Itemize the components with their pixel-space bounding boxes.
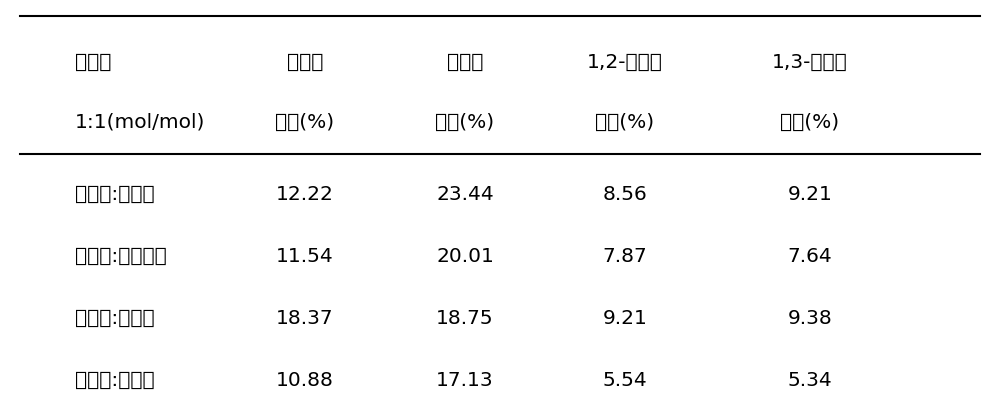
Text: 十一醇:十五醇: 十一醇:十五醇 [75, 370, 155, 390]
Text: 12.22: 12.22 [276, 184, 334, 204]
Text: 1,3-丙二醇: 1,3-丙二醇 [772, 52, 848, 72]
Text: 23.44: 23.44 [436, 184, 494, 204]
Text: 9.21: 9.21 [788, 184, 832, 204]
Text: 11.54: 11.54 [276, 246, 334, 266]
Text: 收率(%): 收率(%) [780, 112, 840, 132]
Text: 1,2-丙二醇: 1,2-丙二醇 [587, 52, 663, 72]
Text: 5.54: 5.54 [603, 370, 647, 390]
Text: 9.21: 9.21 [603, 308, 647, 328]
Text: 1:1(mol/mol): 1:1(mol/mol) [75, 112, 205, 132]
Text: 7.87: 7.87 [603, 246, 647, 266]
Text: 20.01: 20.01 [436, 246, 494, 266]
Text: 异丙醇: 异丙醇 [447, 52, 483, 72]
Text: 收率(%): 收率(%) [435, 112, 495, 132]
Text: 十一醇:十二醇: 十一醇:十二醇 [75, 184, 155, 204]
Text: 7.64: 7.64 [788, 246, 832, 266]
Text: 9.38: 9.38 [788, 308, 832, 328]
Text: 萃取剂: 萃取剂 [75, 52, 111, 72]
Text: 17.13: 17.13 [436, 370, 494, 390]
Text: 十一醇:异十三醇: 十一醇:异十三醇 [75, 246, 167, 266]
Text: 收率(%): 收率(%) [595, 112, 655, 132]
Text: 5.34: 5.34 [788, 370, 832, 390]
Text: 8.56: 8.56 [603, 184, 647, 204]
Text: 十一醇:十四醇: 十一醇:十四醇 [75, 308, 155, 328]
Text: 收率(%): 收率(%) [275, 112, 335, 132]
Text: 18.37: 18.37 [276, 308, 334, 328]
Text: 18.75: 18.75 [436, 308, 494, 328]
Text: 10.88: 10.88 [276, 370, 334, 390]
Text: 正丙醇: 正丙醇 [287, 52, 323, 72]
